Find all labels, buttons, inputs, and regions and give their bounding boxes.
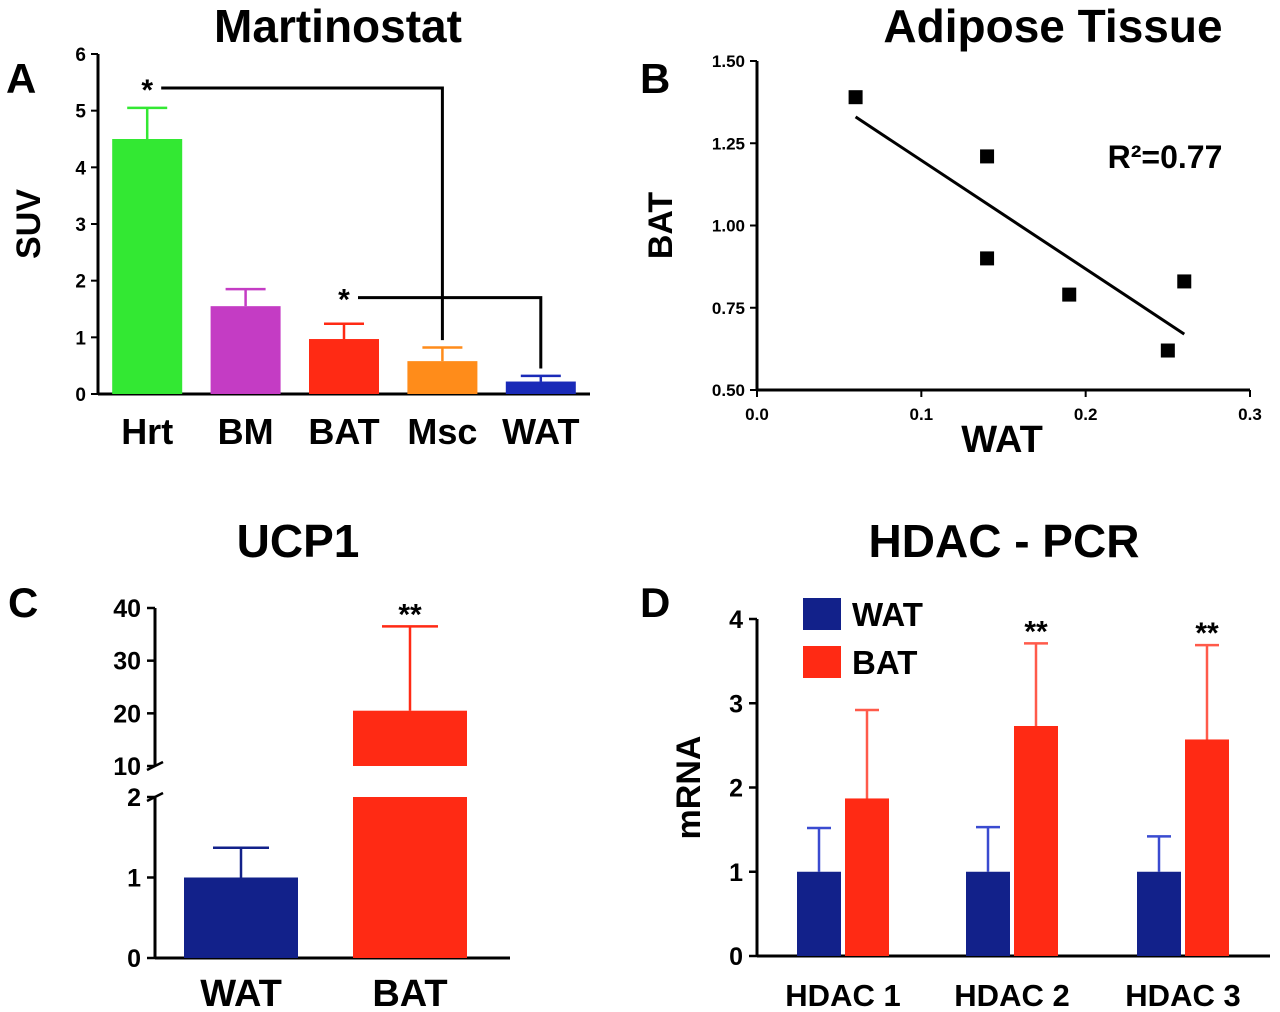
panel-b-xtick-label: 0.2 (1074, 405, 1098, 424)
panel-a-ytick-label: 1 (75, 328, 86, 349)
panel-d-bar-wat-hdac3 (1137, 871, 1181, 956)
panel-b-data-point (980, 251, 995, 266)
panel-a-category-label: BAT (308, 411, 379, 452)
panel-a-significance-star: * (338, 284, 350, 317)
panel-a-ytick-label: 2 (75, 272, 86, 293)
panel-d-ytick-label: 1 (729, 859, 743, 887)
panel-c-ytick-label: 0 (127, 945, 141, 973)
panel-a-category-label: Msc (407, 411, 477, 452)
panel-a-ytick-label: 5 (75, 102, 86, 123)
panel-a-ytick-label: 3 (75, 215, 86, 236)
panel-b-title: Adipose Tissue (883, 0, 1222, 52)
panel-b-letter: B (640, 55, 670, 102)
panel-a-ylabel: SUV (10, 189, 48, 259)
panel-b-data-point (1062, 287, 1077, 302)
panel-b-ytick-label: 0.75 (712, 299, 745, 318)
panel-a-category-label: WAT (502, 411, 579, 452)
panel-d-bar-bat-hdac3 (1185, 739, 1229, 956)
panel-d-bar-wat-hdac2 (966, 871, 1010, 956)
panel-b-ytick-label: 1.25 (712, 134, 745, 153)
panel-c-ytick-label: 20 (113, 700, 141, 728)
panel-a-ytick-label: 6 (75, 45, 86, 66)
panel-c-category-label: BAT (372, 973, 447, 1012)
panel-a-category-label: Hrt (121, 411, 173, 452)
panel-d-bar-bat-hdac2 (1014, 725, 1058, 956)
panel-d-ytick-label: 3 (729, 690, 743, 718)
panel-a-ytick-label: 0 (75, 385, 86, 406)
panel-a-bracket-bat-wat (358, 296, 543, 369)
panel-a-ytick-label: 4 (75, 158, 86, 179)
panel-a-bar-msc (407, 361, 478, 394)
panel-d-legend-label-bat: BAT (852, 644, 917, 681)
panel-b-ytick-label: 1.00 (712, 217, 745, 236)
panel-a-bar-wat (505, 381, 576, 394)
panel-c-ytick-label: 30 (113, 648, 141, 676)
panel-d-bar-bat-hdac1 (845, 798, 889, 956)
panel-d-letter: D (640, 579, 670, 626)
panel-d-legend-label-wat: WAT (852, 596, 923, 633)
panel-a-bar-hrt (112, 139, 183, 394)
panel-d-title: HDAC - PCR (869, 515, 1140, 567)
panel-b-xtick-label: 0.3 (1238, 405, 1262, 424)
panel-c-category-label: WAT (200, 973, 282, 1012)
panel-d-ytick-label: 4 (729, 606, 743, 634)
panel-b-xtick-label: 0.1 (910, 405, 934, 424)
panel-a-bracket-hrt-msc (161, 86, 444, 341)
panel-b-ytick-label: 1.50 (712, 52, 745, 71)
panel-c-bar-bat-lower (353, 797, 467, 958)
panel-d-significance-stars: ** (1195, 617, 1219, 650)
panel-b-data-point (1177, 274, 1192, 289)
panel-c-letter: C (8, 579, 38, 626)
panel-b-fit-line (854, 115, 1186, 336)
panel-c-ytick-label: 10 (113, 753, 141, 781)
panel-a-title: Martinostat (214, 0, 462, 52)
panel-a-significance-star: * (141, 74, 153, 107)
panel-b-ylabel: BAT (642, 192, 680, 260)
panel-d-ylabel: mRNA (670, 736, 708, 840)
panel-a-bar-bat (309, 339, 379, 394)
panel-d-category-label: HDAC 1 (785, 978, 900, 1012)
panel-b-data-point (980, 149, 995, 164)
panel-c-ytick-label: 2 (127, 784, 141, 812)
panel-b-data-point (848, 90, 863, 105)
panel-b-ytick-label: 0.50 (712, 381, 745, 400)
panel-a-letter: A (6, 55, 36, 102)
panel-d-legend-swatch-wat (803, 598, 841, 630)
panel-c-bar-wat (184, 877, 298, 958)
panel-d-category-label: HDAC 2 (954, 978, 1069, 1012)
panel-c-significance-stars: ** (398, 598, 422, 631)
panel-d-legend-swatch-bat (803, 646, 841, 678)
panel-d-ytick-label: 0 (729, 943, 743, 971)
panel-c-bar-bat-upper (353, 710, 467, 766)
panel-d-ytick-label: 2 (729, 775, 743, 803)
panel-d-bar-wat-hdac1 (797, 871, 841, 956)
panel-c-ytick-label: 1 (127, 865, 141, 893)
panel-b-xlabel: WAT (961, 419, 1043, 461)
panel-b-r2-annotation: R²=0.77 (1108, 139, 1223, 175)
panel-a-bar-bm (210, 306, 281, 394)
panel-b-xtick-label: 0.0 (745, 405, 769, 424)
panel-d-category-label: HDAC 3 (1125, 978, 1240, 1012)
panel-c-ytick-label: 40 (113, 595, 141, 623)
panel-d-significance-stars: ** (1024, 615, 1048, 648)
panel-b-data-point (1160, 343, 1175, 358)
panel-a-category-label: BM (218, 411, 274, 452)
panel-c-title: UCP1 (237, 515, 360, 567)
